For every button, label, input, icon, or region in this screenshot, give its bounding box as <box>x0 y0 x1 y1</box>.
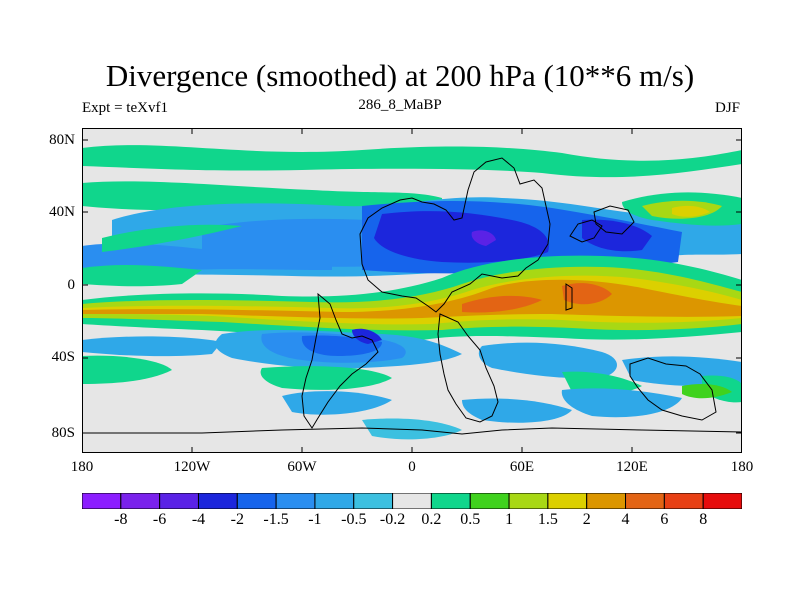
colorbar-box <box>314 493 355 509</box>
colorbar-label: 6 <box>660 511 669 528</box>
colorbar-label: -4 <box>191 511 206 528</box>
divergence-field <box>82 145 742 440</box>
colorbar-label: -1 <box>308 511 322 528</box>
x-tick-label: 60E <box>509 459 535 475</box>
colorbar-box <box>586 493 627 509</box>
y-tick-label: 0 <box>67 277 76 293</box>
colorbar-box <box>547 493 588 509</box>
colorbar-box <box>197 493 238 509</box>
colorbar-label: 8 <box>699 511 708 528</box>
colorbar-box <box>625 493 665 509</box>
colorbar-box <box>353 493 394 509</box>
colorbar-box <box>392 493 432 509</box>
colorbar-box <box>702 493 742 509</box>
y-tick-label: 40S <box>51 349 75 365</box>
colorbar-label: 4 <box>621 511 630 528</box>
x-tick-label: 120W <box>173 459 211 475</box>
x-tick-label: 120E <box>616 459 648 475</box>
x-tick-label: 180 <box>730 459 754 475</box>
experiment-label: Expt = teXvf1 <box>82 100 168 116</box>
colorbar-label: -8 <box>114 511 128 528</box>
colorbar-box <box>236 493 277 509</box>
colorbar-box <box>159 493 199 509</box>
colorbar-label: 0.2 <box>421 511 442 528</box>
colorbar-label: 1 <box>505 511 514 528</box>
colorbar-label: -1.5 <box>263 511 289 528</box>
season-label: DJF <box>714 100 740 116</box>
coastlines <box>82 157 742 435</box>
colorbar-label: -2 <box>230 511 244 528</box>
x-tick-label: 0 <box>408 459 416 475</box>
colorbar-box <box>82 493 122 509</box>
y-tick-label: 40N <box>49 204 75 220</box>
colorbar-label: 2 <box>582 511 591 528</box>
colorbar-label: -6 <box>152 511 167 528</box>
colorbar-box <box>430 493 471 509</box>
colorbar <box>82 493 742 509</box>
x-tick-label: 60W <box>287 459 317 475</box>
colorbar-label: -0.5 <box>341 511 367 528</box>
colorbar-label: 0.5 <box>460 511 481 528</box>
colorbar-box <box>275 493 316 509</box>
tick-marks <box>82 128 742 453</box>
colorbar-box <box>508 493 549 509</box>
plot-title: Divergence (smoothed) at 200 hPa (10**6 … <box>105 58 695 93</box>
y-tick-label: 80S <box>51 425 75 441</box>
colorbar-label: -0.2 <box>379 511 406 528</box>
colorbar-box <box>469 493 510 509</box>
colorbar-box <box>120 493 161 509</box>
x-tick-label: 180 <box>70 459 94 475</box>
period-label: 286_8_MaBP <box>358 97 442 113</box>
divergence-map <box>82 128 742 453</box>
colorbar-box <box>663 493 704 509</box>
colorbar-label: 1.5 <box>537 511 558 528</box>
y-tick-label: 80N <box>49 132 75 148</box>
